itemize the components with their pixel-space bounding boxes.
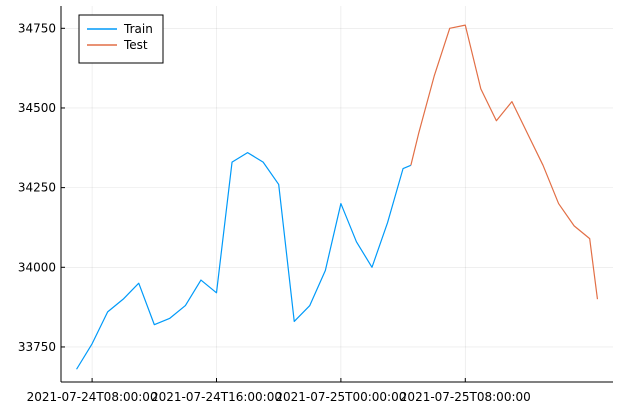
axes: [60, 6, 613, 383]
y-tick-label: 34500: [18, 101, 56, 115]
y-tick-label: 34000: [18, 260, 56, 274]
legend-label-test: Test: [123, 38, 148, 52]
x-tick-label: 2021-07-24T16:00:00: [151, 390, 282, 404]
y-tick-label: 34750: [18, 21, 56, 35]
legend-label-train: Train: [123, 22, 153, 36]
series-lines: [76, 24, 599, 370]
x-tick-label: 2021-07-25T00:00:00: [275, 390, 406, 404]
x-tick-label: 2021-07-25T08:00:00: [400, 390, 531, 404]
y-tick-label: 33750: [18, 340, 56, 354]
grid-lines: [61, 6, 613, 382]
legend-box: [78, 14, 164, 64]
series-line-test: [410, 24, 599, 300]
y-tick-label: 34250: [18, 181, 56, 195]
x-axis-ticks: 2021-07-24T08:00:002021-07-24T16:00:0020…: [27, 378, 531, 404]
y-axis-ticks: 33750 34000 34250 34500 34750: [18, 21, 65, 354]
x-tick-label: 2021-07-24T08:00:00: [27, 390, 158, 404]
series-line-train: [76, 151, 412, 370]
legend: Train Test: [78, 14, 164, 64]
